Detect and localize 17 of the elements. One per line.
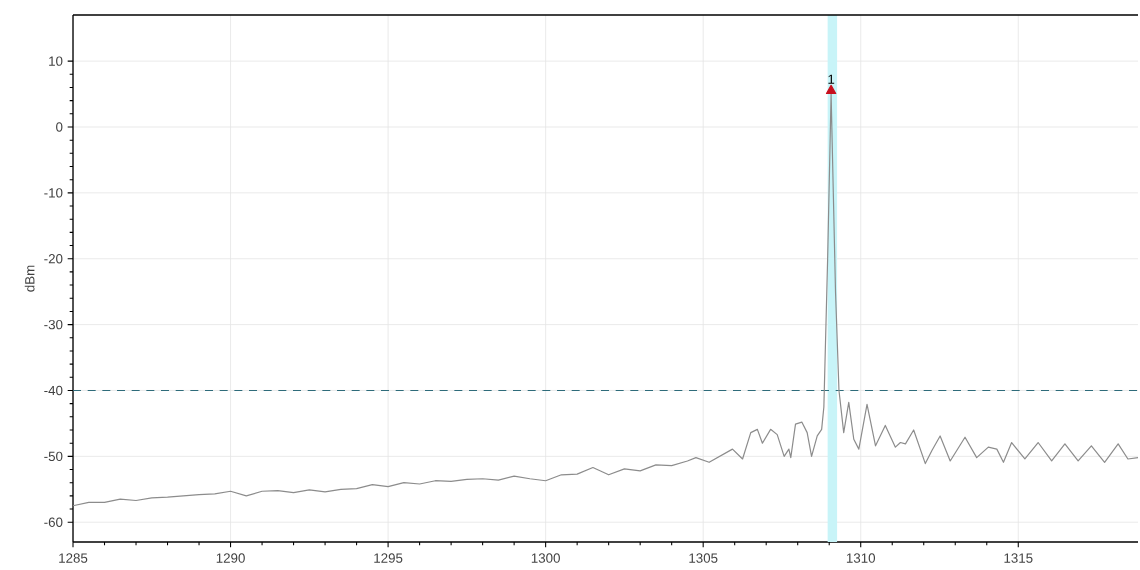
y-tick-label: -10 xyxy=(44,188,63,198)
x-tick-label: 1305 xyxy=(689,553,718,563)
y-tick-label: 0 xyxy=(56,122,63,132)
y-tick-label: -50 xyxy=(44,451,63,462)
x-tick-label: 1290 xyxy=(216,553,245,563)
x-tick-label: 1315 xyxy=(1004,553,1033,563)
y-tick-label: -60 xyxy=(44,517,63,527)
y-tick-label: 10 xyxy=(49,56,63,66)
x-tick-label: 1285 xyxy=(59,553,88,563)
annotation: 1 xyxy=(828,74,835,84)
y-tick-label: -40 xyxy=(44,385,63,396)
y-tick-label: -30 xyxy=(44,319,63,330)
x-tick-label: 1300 xyxy=(531,553,560,563)
y-tick-label: -20 xyxy=(44,254,63,264)
x-tick-label: 1295 xyxy=(374,553,403,563)
y-axis-title: dBm xyxy=(24,265,35,292)
x-tick-label: 1310 xyxy=(846,553,876,563)
